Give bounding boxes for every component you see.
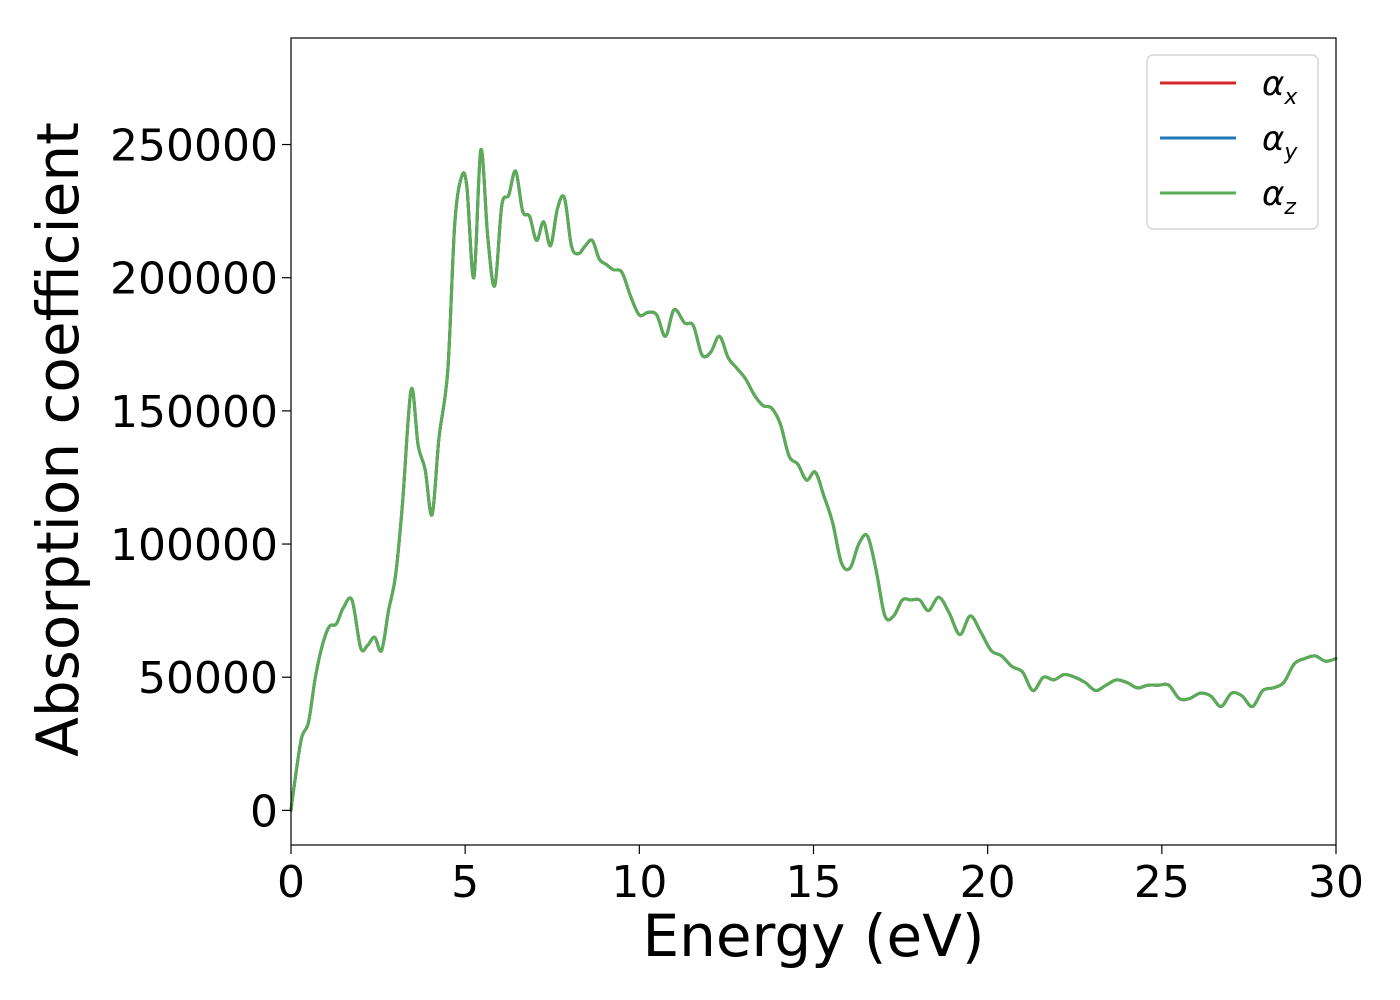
- legend-label-alpha-z: αz: [1262, 174, 1296, 220]
- legend-subscript: y: [1283, 140, 1298, 165]
- y-tick-label: 50000: [138, 653, 278, 704]
- legend-symbol: α: [1262, 64, 1284, 104]
- series-line-alpha-z: [289, 148, 1338, 812]
- x-tick-label: 5: [451, 857, 479, 908]
- x-tick-label: 20: [960, 857, 1016, 908]
- y-tick-label: 150000: [110, 387, 278, 438]
- x-tick-label: 0: [277, 857, 305, 908]
- y-tick-label: 0: [250, 786, 278, 837]
- legend-subscript: z: [1283, 195, 1296, 220]
- legend-symbol: α: [1262, 119, 1284, 159]
- legend-subscript: x: [1283, 85, 1298, 110]
- series-layer: [289, 148, 1338, 812]
- x-axis: 0 5 10 15 20 25 30: [277, 845, 1364, 908]
- x-tick-label: 25: [1134, 857, 1190, 908]
- legend-label-alpha-x: αx: [1262, 64, 1298, 110]
- x-axis-label: Energy (eV): [642, 902, 984, 970]
- y-axis-label: Absorption coefficient: [24, 122, 92, 757]
- y-axis: 0 50000 100000 150000 200000 250000: [110, 121, 291, 837]
- x-tick-label: 30: [1308, 857, 1364, 908]
- y-tick-label: 250000: [110, 121, 278, 172]
- x-tick-label: 15: [786, 857, 842, 908]
- legend-symbol: α: [1262, 174, 1284, 214]
- y-tick-label: 100000: [110, 520, 278, 571]
- y-tick-label: 200000: [110, 254, 278, 305]
- legend-label-alpha-y: αy: [1262, 119, 1298, 165]
- x-tick-label: 10: [611, 857, 667, 908]
- legend-box: [1146, 54, 1319, 230]
